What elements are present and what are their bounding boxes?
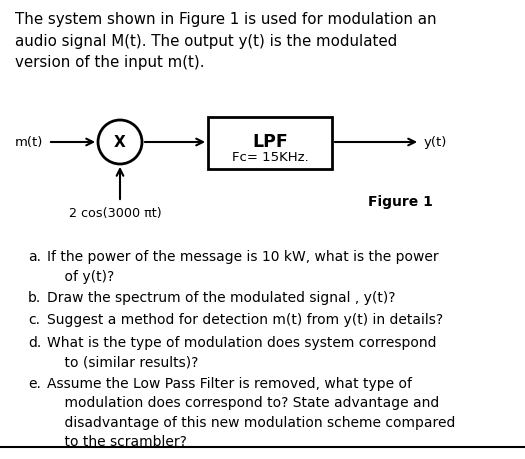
Text: y(t): y(t) [424, 136, 447, 149]
Text: Suggest a method for detection m(t) from y(t) in details?: Suggest a method for detection m(t) from… [47, 313, 443, 327]
Text: d.: d. [28, 335, 41, 349]
Text: b.: b. [28, 291, 41, 304]
Text: LPF: LPF [252, 133, 288, 151]
Text: Draw the spectrum of the modulated signal , y(t)?: Draw the spectrum of the modulated signa… [47, 291, 395, 304]
Text: 2 cos(3000 πt): 2 cos(3000 πt) [69, 207, 161, 219]
Text: e.: e. [28, 376, 41, 390]
Bar [208, 118, 332, 170]
Text: What is the type of modulation does system correspond
    to (similar results)?: What is the type of modulation does syst… [47, 335, 436, 369]
Text: m(t): m(t) [15, 136, 44, 149]
Text: c.: c. [28, 313, 40, 327]
Text: Fc= 15KHz.: Fc= 15KHz. [232, 151, 308, 164]
Text: a.: a. [28, 249, 41, 263]
Text: The system shown in Figure 1 is used for modulation an
audio signal M(t). The ou: The system shown in Figure 1 is used for… [15, 12, 437, 70]
Text: Figure 1: Figure 1 [368, 195, 433, 208]
Text: If the power of the message is 10 kW, what is the power
    of y(t)?: If the power of the message is 10 kW, wh… [47, 249, 438, 283]
Text: X: X [114, 135, 126, 150]
Text: Assume the Low Pass Filter is removed, what type of
    modulation does correspo: Assume the Low Pass Filter is removed, w… [47, 376, 455, 448]
